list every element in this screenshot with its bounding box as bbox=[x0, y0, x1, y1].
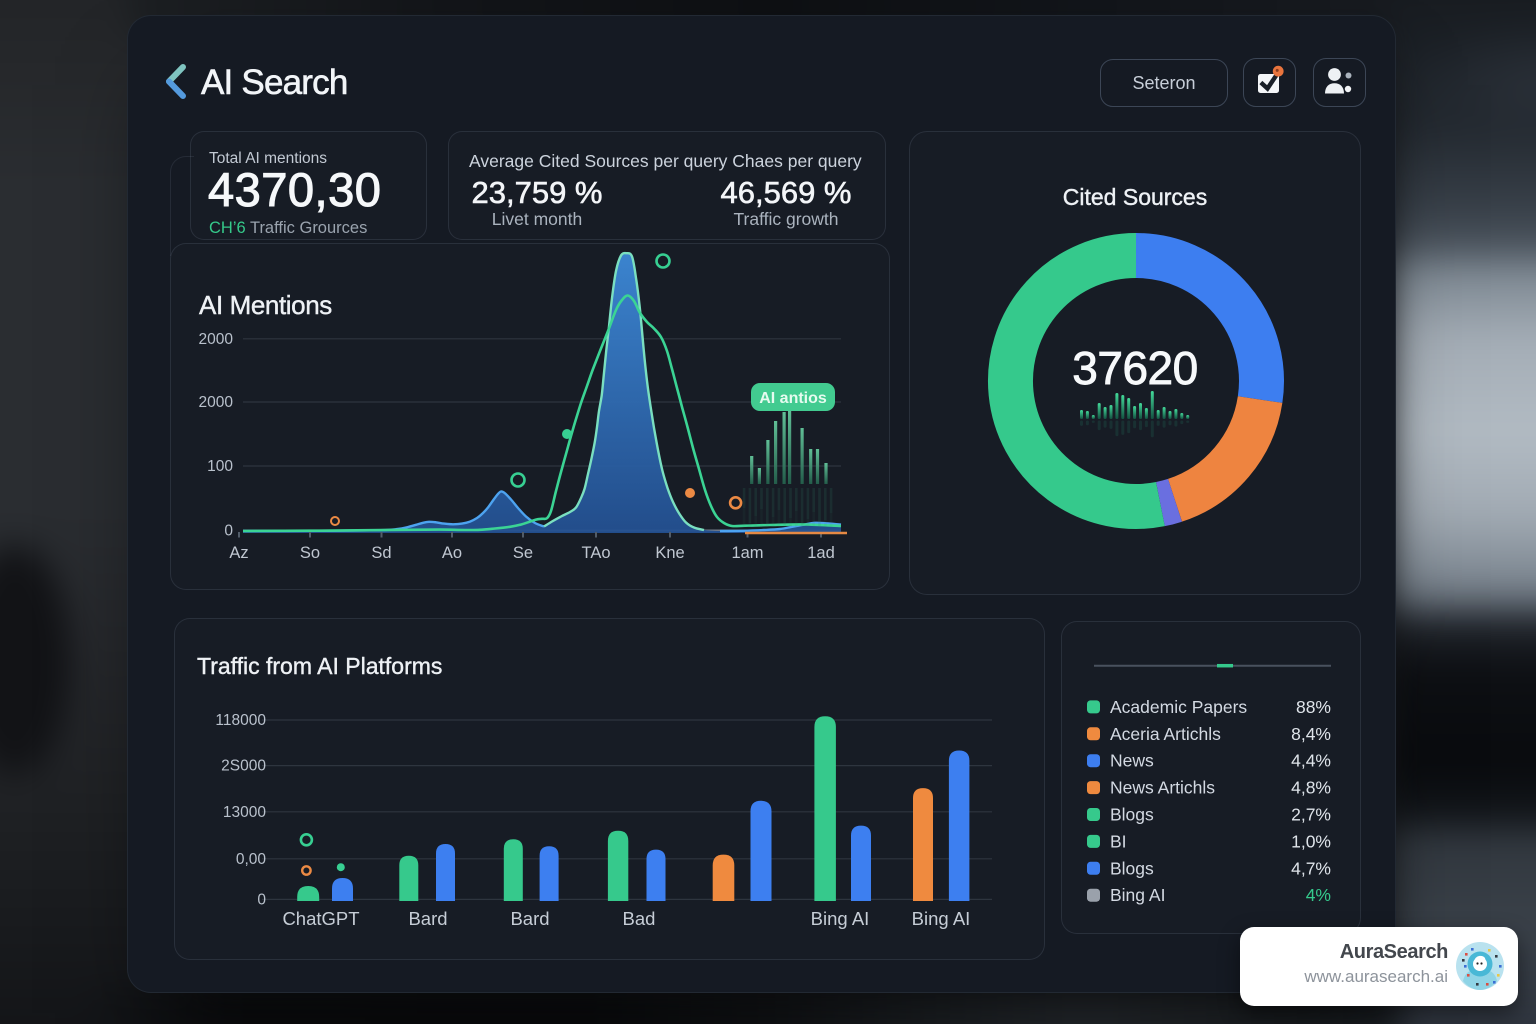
svg-text:13000: 13000 bbox=[223, 804, 266, 821]
svg-text:1,0%: 1,0% bbox=[1291, 831, 1331, 851]
svg-text:8,4%: 8,4% bbox=[1291, 724, 1331, 744]
svg-text:4,4%: 4,4% bbox=[1291, 751, 1331, 771]
svg-text:So: So bbox=[300, 544, 320, 562]
svg-text:ChatGPT: ChatGPT bbox=[282, 908, 359, 929]
svg-text:Aceria Artichls: Aceria Artichls bbox=[1110, 724, 1221, 744]
svg-text:2,7%: 2,7% bbox=[1291, 805, 1331, 825]
svg-text:0: 0 bbox=[257, 891, 266, 908]
svg-text:Kne: Kne bbox=[655, 544, 684, 562]
svg-text:2000: 2000 bbox=[199, 331, 234, 348]
svg-text:TAo: TAo bbox=[581, 544, 610, 562]
svg-text:118000: 118000 bbox=[215, 712, 266, 729]
svg-text:BI: BI bbox=[1110, 831, 1127, 851]
svg-text:Academic Papers: Academic Papers bbox=[1110, 697, 1247, 717]
svg-text:Se: Se bbox=[513, 544, 533, 562]
svg-text:News: News bbox=[1110, 751, 1154, 771]
svg-text:News Artichls: News Artichls bbox=[1110, 778, 1215, 798]
svg-text:Sd: Sd bbox=[371, 544, 391, 562]
svg-text:Blogs: Blogs bbox=[1110, 858, 1154, 878]
svg-text:0,00: 0,00 bbox=[236, 851, 267, 868]
svg-text:4%: 4% bbox=[1306, 885, 1331, 905]
svg-text:Bing AI: Bing AI bbox=[811, 908, 870, 929]
svg-text:88%: 88% bbox=[1296, 697, 1331, 717]
svg-text:Bard: Bard bbox=[408, 908, 447, 929]
svg-text:Bad: Bad bbox=[623, 908, 656, 929]
svg-text:1ad: 1ad bbox=[807, 544, 835, 562]
svg-text:Blogs: Blogs bbox=[1110, 805, 1154, 825]
svg-text:Bard: Bard bbox=[510, 908, 549, 929]
svg-text:Ao: Ao bbox=[442, 544, 462, 562]
svg-text:4,7%: 4,7% bbox=[1291, 858, 1331, 878]
svg-text:AI antios: AI antios bbox=[759, 390, 827, 407]
svg-text:Az: Az bbox=[229, 544, 248, 562]
svg-text:2000: 2000 bbox=[199, 394, 234, 411]
svg-text:1am: 1am bbox=[731, 544, 763, 562]
svg-text:Bing AI: Bing AI bbox=[912, 908, 971, 929]
svg-text:Bing AI: Bing AI bbox=[1110, 885, 1165, 905]
svg-text:4,8%: 4,8% bbox=[1291, 778, 1331, 798]
svg-text:0: 0 bbox=[224, 523, 233, 540]
svg-text:2S000: 2S000 bbox=[221, 758, 266, 775]
svg-text:100: 100 bbox=[207, 458, 233, 475]
